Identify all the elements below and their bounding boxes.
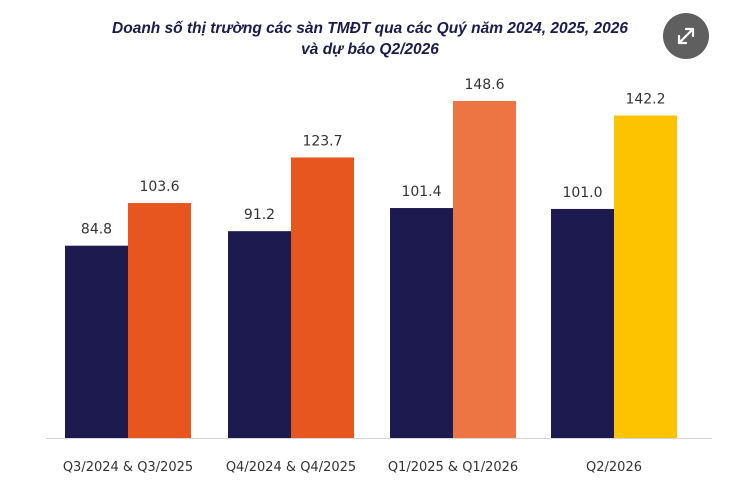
data-label-series1-2: 91.2 [244,207,275,223]
data-label-series1-1: 84.8 [81,222,112,238]
bar-series2-3 [453,101,516,438]
chart-title-line-1: Doanh số thị trường các sàn TMĐT qua các… [112,20,628,37]
chart-title-line-2: và dự báo Q2/2026 [301,41,439,58]
data-label-series1-3: 101.4 [401,184,441,200]
category-label-2: Q4/2024 & Q4/2025 [226,460,356,475]
bar-series2-2 [291,157,354,438]
bar-series2-1 [128,203,191,438]
category-label-4: Q2/2026 [586,460,642,475]
data-label-series2-2: 123.7 [302,133,342,149]
bar-series1-2 [228,231,291,438]
expand-icon [677,27,695,45]
bar-series1-1 [65,245,128,438]
data-label-series2-1: 103.6 [139,179,179,195]
bar-series2-4 [614,115,677,438]
category-label-3: Q1/2025 & Q1/2026 [388,460,518,475]
bar-series1-4 [551,208,614,438]
chart-title: Doanh số thị trường các sàn TMĐT qua các… [0,18,740,60]
data-label-series2-4: 142.2 [625,92,665,108]
category-label-1: Q3/2024 & Q3/2025 [63,460,193,475]
data-label-series2-3: 148.6 [464,77,504,93]
bar-series1-3 [390,208,453,438]
data-label-series1-4: 101.0 [562,185,602,201]
expand-button[interactable] [663,13,709,59]
